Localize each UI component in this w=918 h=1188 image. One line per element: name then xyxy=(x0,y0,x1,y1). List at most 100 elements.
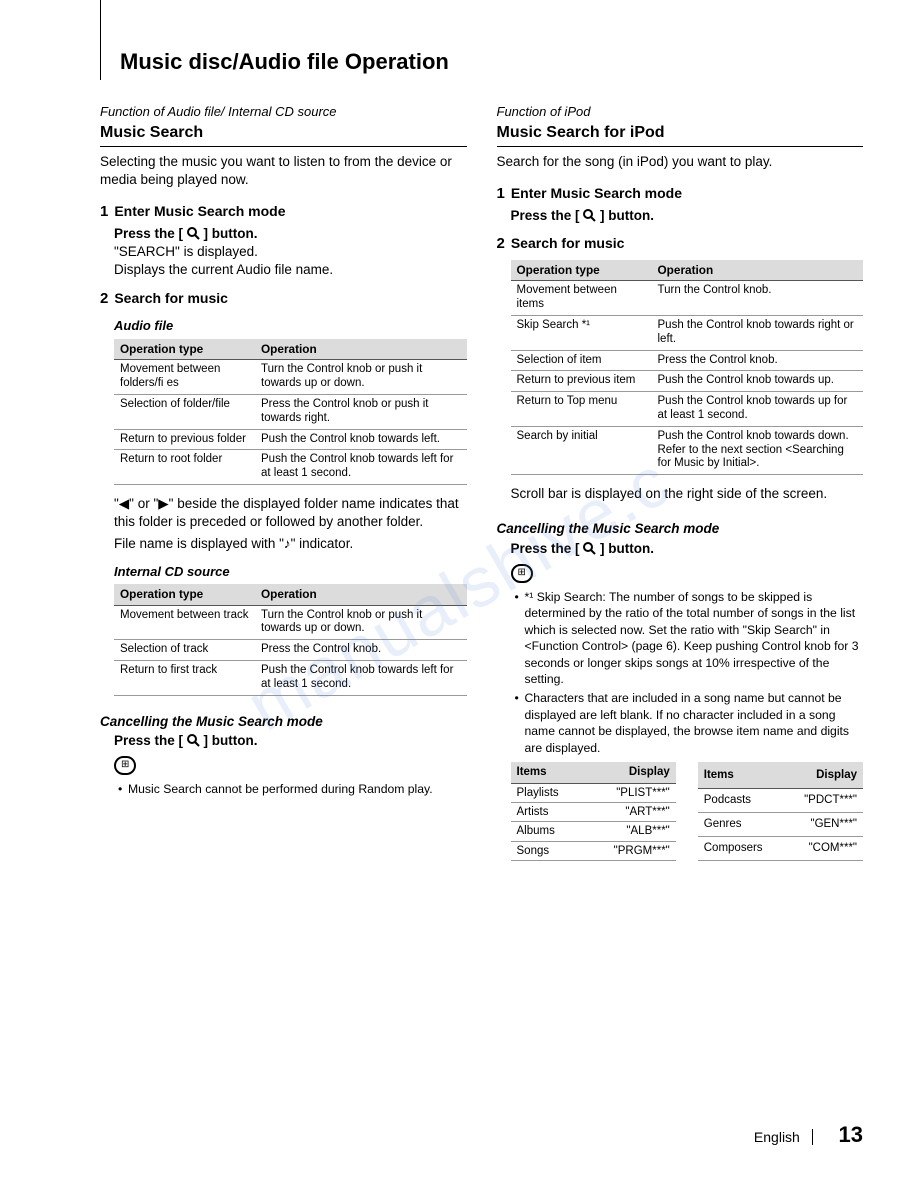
table-cell: Push the Control knob towards left for a… xyxy=(255,660,467,695)
table-cell: Genres xyxy=(698,812,784,836)
table-cell: Podcasts xyxy=(698,788,784,812)
table-header: Operation type xyxy=(114,584,255,605)
table-cell: Playlists xyxy=(511,783,584,802)
table-header: Items xyxy=(511,762,584,783)
search-icon xyxy=(583,208,596,223)
footer-language: English xyxy=(754,1129,800,1145)
table-header: Operation xyxy=(652,260,864,281)
after-table-text: "◀" or "▶" beside the displayed folder n… xyxy=(114,495,467,531)
table-header: Display xyxy=(784,762,863,788)
press-instruction: Press the [ ] button. xyxy=(511,207,864,225)
note-icon: ⊞ xyxy=(114,756,136,775)
page-footer: English 13 xyxy=(754,1121,863,1149)
table-cell: Press the Control knob. xyxy=(652,350,864,371)
table-cell: Return to first track xyxy=(114,660,255,695)
step-title: Enter Music Search mode xyxy=(114,203,285,221)
intro-text: Search for the song (in iPod) you want t… xyxy=(497,153,864,171)
table-cell: Push the Control knob towards up for at … xyxy=(652,392,864,427)
after-table-text: Scroll bar is displayed on the right sid… xyxy=(511,485,864,503)
table-cell: Movement between items xyxy=(511,281,652,316)
table-cell: Push the Control knob towards up. xyxy=(652,371,864,392)
note-item: Music Search cannot be performed during … xyxy=(118,781,467,797)
ipod-search-table: Operation typeOperation Movement between… xyxy=(511,260,864,476)
step-2: 2 Search for music xyxy=(497,235,864,254)
table-cell: Selection of folder/file xyxy=(114,394,255,429)
press-instruction: Press the [ ] button. xyxy=(114,225,467,243)
step-title: Enter Music Search mode xyxy=(511,185,682,203)
right-column: Function of iPod Music Search for iPod S… xyxy=(497,104,864,862)
table-cell: Turn the Control knob. xyxy=(652,281,864,316)
step-number: 2 xyxy=(100,290,108,309)
table-cell: Movement between folders/fi es xyxy=(114,360,255,395)
table-header: Operation type xyxy=(511,260,652,281)
table-cell: Artists xyxy=(511,803,584,822)
table-cell: Return to previous folder xyxy=(114,429,255,450)
audio-file-table: Operation typeOperation Movement between… xyxy=(114,339,467,485)
items-table-left: ItemsDisplay Playlists"PLIST***" Artists… xyxy=(511,762,676,861)
table-cell: Press the Control knob. xyxy=(255,640,467,661)
step-1: 1 Enter Music Search mode Press the [ ] … xyxy=(497,185,864,225)
table-cell: Return to Top menu xyxy=(511,392,652,427)
table-cell: Albums xyxy=(511,822,584,841)
table-cell: Push the Control knob towards down. Refe… xyxy=(652,426,864,474)
table-cell: Press the Control knob or push it toward… xyxy=(255,394,467,429)
search-icon xyxy=(187,733,200,748)
table-cell: Movement between track xyxy=(114,605,255,640)
table-header: Operation xyxy=(255,339,467,360)
note-icon: ⊞ xyxy=(511,564,533,583)
function-label: Function of iPod xyxy=(497,104,864,120)
note-item: Characters that are included in a song n… xyxy=(515,690,864,756)
press-instruction: Press the [ ] button. xyxy=(114,733,467,750)
table-cell: Composers xyxy=(698,837,784,861)
cancel-heading: Cancelling the Music Search mode xyxy=(100,714,467,731)
table-cell: "PDCT***" xyxy=(784,788,863,812)
cd-source-heading: Internal CD source xyxy=(114,564,467,580)
function-label: Function of Audio file/ Internal CD sour… xyxy=(100,104,467,120)
table-cell: Return to root folder xyxy=(114,450,255,485)
chapter-title: Music disc/Audio file Operation xyxy=(120,48,863,76)
table-cell: Skip Search *¹ xyxy=(511,316,652,351)
table-cell: "PLIST***" xyxy=(584,783,676,802)
after-table-text: File name is displayed with "♪" indicato… xyxy=(114,535,467,553)
step-number: 1 xyxy=(100,203,108,222)
step-1: 1 Enter Music Search mode Press the [ ] … xyxy=(100,203,467,279)
table-cell: Turn the Control knob or push it towards… xyxy=(255,605,467,640)
table-cell: "PRGM***" xyxy=(584,841,676,860)
step-title: Search for music xyxy=(114,290,228,308)
table-header: Display xyxy=(584,762,676,783)
note-item: *¹ Skip Search: The number of songs to b… xyxy=(515,589,864,688)
intro-text: Selecting the music you want to listen t… xyxy=(100,153,467,189)
table-cell: Selection of item xyxy=(511,350,652,371)
section-title: Music Search xyxy=(100,123,467,147)
cd-source-table: Operation typeOperation Movement between… xyxy=(114,584,467,696)
step-number: 2 xyxy=(497,235,505,254)
search-icon xyxy=(187,226,200,241)
step-number: 1 xyxy=(497,185,505,204)
table-cell: Turn the Control knob or push it towards… xyxy=(255,360,467,395)
items-display-tables: ItemsDisplay Playlists"PLIST***" Artists… xyxy=(511,762,864,861)
step-text: "SEARCH" is displayed. xyxy=(114,243,467,261)
section-title: Music Search for iPod xyxy=(497,123,864,147)
table-cell: Return to previous item xyxy=(511,371,652,392)
note-list: Music Search cannot be performed during … xyxy=(118,781,467,797)
table-cell: Push the Control knob towards right or l… xyxy=(652,316,864,351)
table-cell: "GEN***" xyxy=(784,812,863,836)
table-cell: Selection of track xyxy=(114,640,255,661)
step-title: Search for music xyxy=(511,235,625,253)
table-cell: Songs xyxy=(511,841,584,860)
note-list: *¹ Skip Search: The number of songs to b… xyxy=(515,589,864,757)
press-instruction: Press the [ ] button. xyxy=(511,541,864,558)
table-cell: Push the Control knob towards left for a… xyxy=(255,450,467,485)
cancel-heading: Cancelling the Music Search mode xyxy=(497,521,864,538)
audio-file-heading: Audio file xyxy=(114,318,467,334)
search-icon xyxy=(583,541,596,556)
table-cell: "ART***" xyxy=(584,803,676,822)
table-header: Operation xyxy=(255,584,467,605)
table-cell: Search by initial xyxy=(511,426,652,474)
table-header: Items xyxy=(698,762,784,788)
page-number: 13 xyxy=(839,1122,863,1147)
step-2: 2 Search for music xyxy=(100,290,467,309)
table-cell: Push the Control knob towards left. xyxy=(255,429,467,450)
table-header: Operation type xyxy=(114,339,255,360)
left-column: Function of Audio file/ Internal CD sour… xyxy=(100,104,467,862)
